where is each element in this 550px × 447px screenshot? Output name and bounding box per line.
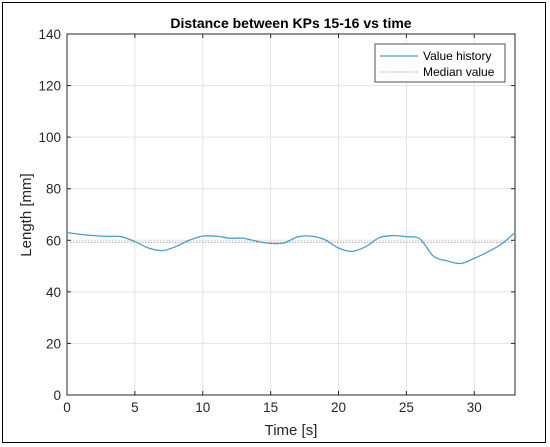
plot-area <box>66 33 516 396</box>
legend-label-median-value: Median value <box>423 65 495 79</box>
x-tick-label: 10 <box>195 400 210 415</box>
y-tick-label: 40 <box>46 285 61 300</box>
ticks: 0 5 10 15 20 25 30 0 20 40 60 80 100 120 140 <box>38 27 515 415</box>
series-line-value-history <box>66 231 516 265</box>
y-tick-label: 100 <box>38 130 61 145</box>
y-tick-label: 60 <box>46 233 61 248</box>
x-tick-label: 15 <box>263 400 278 415</box>
x-tick-label: 30 <box>467 400 482 415</box>
y-tick-label: 0 <box>53 388 61 403</box>
x-tick-label: 5 <box>131 400 139 415</box>
chart-title: Distance between KPs 15-16 vs time <box>170 15 411 31</box>
series <box>66 231 516 265</box>
x-tick-label: 20 <box>331 400 346 415</box>
x-tick-label: 0 <box>63 400 71 415</box>
legend-box <box>374 43 506 83</box>
grid <box>66 33 515 396</box>
y-tick-label: 20 <box>46 336 61 351</box>
y-tick-label: 80 <box>46 182 61 197</box>
y-axis-title: Length [mm] <box>18 173 35 256</box>
legend-label-value-history: Value history <box>423 49 491 63</box>
y-tick-label: 140 <box>38 27 61 42</box>
x-tick-label: 25 <box>399 400 414 415</box>
x-axis-title: Time [s] <box>265 422 318 439</box>
legend: Value history Median value <box>374 43 506 83</box>
y-tick-label: 120 <box>38 79 61 94</box>
